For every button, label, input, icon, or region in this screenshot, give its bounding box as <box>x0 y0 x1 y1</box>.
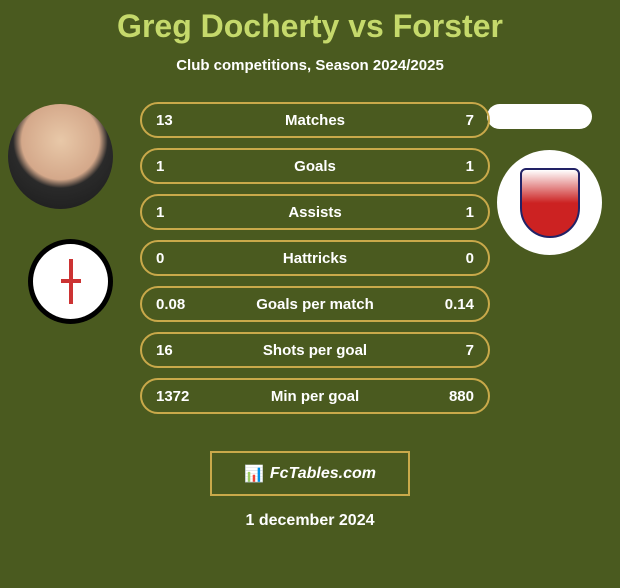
stats-container: 13 Matches 7 1 Goals 1 1 Assists 1 0 Hat… <box>140 102 490 424</box>
player2-club-logo <box>497 150 602 255</box>
stat-row-goals: 1 Goals 1 <box>140 148 490 184</box>
stat-right-value: 1 <box>424 204 474 221</box>
player1-club-logo <box>28 239 113 324</box>
charlton-logo-icon <box>33 244 108 319</box>
stat-left-value: 1 <box>156 158 206 175</box>
stat-label: Assists <box>206 204 424 221</box>
site-name: FcTables.com <box>270 465 376 483</box>
stat-label: Hattricks <box>206 250 424 267</box>
stat-right-value: 0.14 <box>424 296 474 313</box>
stat-row-matches: 13 Matches 7 <box>140 102 490 138</box>
player1-avatar <box>8 104 113 209</box>
stat-row-assists: 1 Assists 1 <box>140 194 490 230</box>
stat-label: Min per goal <box>206 388 424 405</box>
comparison-date: 1 december 2024 <box>246 512 375 530</box>
comparison-title: Greg Docherty vs Forster <box>0 8 620 45</box>
stat-left-value: 13 <box>156 112 206 129</box>
chart-icon: 📊 <box>244 464 264 484</box>
stat-right-value: 880 <box>424 388 474 405</box>
stat-right-value: 7 <box>424 342 474 359</box>
stat-label: Shots per goal <box>206 342 424 359</box>
comparison-subtitle: Club competitions, Season 2024/2025 <box>0 57 620 74</box>
stat-row-shots-per-goal: 16 Shots per goal 7 <box>140 332 490 368</box>
stat-left-value: 1 <box>156 204 206 221</box>
stat-row-hattricks: 0 Hattricks 0 <box>140 240 490 276</box>
crawley-logo-icon <box>520 168 580 238</box>
site-logo: 📊 FcTables.com <box>210 451 410 496</box>
content-area: 13 Matches 7 1 Goals 1 1 Assists 1 0 Hat… <box>0 104 620 444</box>
stat-right-value: 7 <box>424 112 474 129</box>
stat-left-value: 1372 <box>156 388 206 405</box>
stat-right-value: 1 <box>424 158 474 175</box>
stat-row-goals-per-match: 0.08 Goals per match 0.14 <box>140 286 490 322</box>
stat-label: Matches <box>206 112 424 129</box>
stat-left-value: 16 <box>156 342 206 359</box>
stat-label: Goals <box>206 158 424 175</box>
stat-right-value: 0 <box>424 250 474 267</box>
player2-avatar-placeholder <box>487 104 592 129</box>
stat-left-value: 0.08 <box>156 296 206 313</box>
stat-label: Goals per match <box>206 296 424 313</box>
stat-left-value: 0 <box>156 250 206 267</box>
stat-row-min-per-goal: 1372 Min per goal 880 <box>140 378 490 414</box>
